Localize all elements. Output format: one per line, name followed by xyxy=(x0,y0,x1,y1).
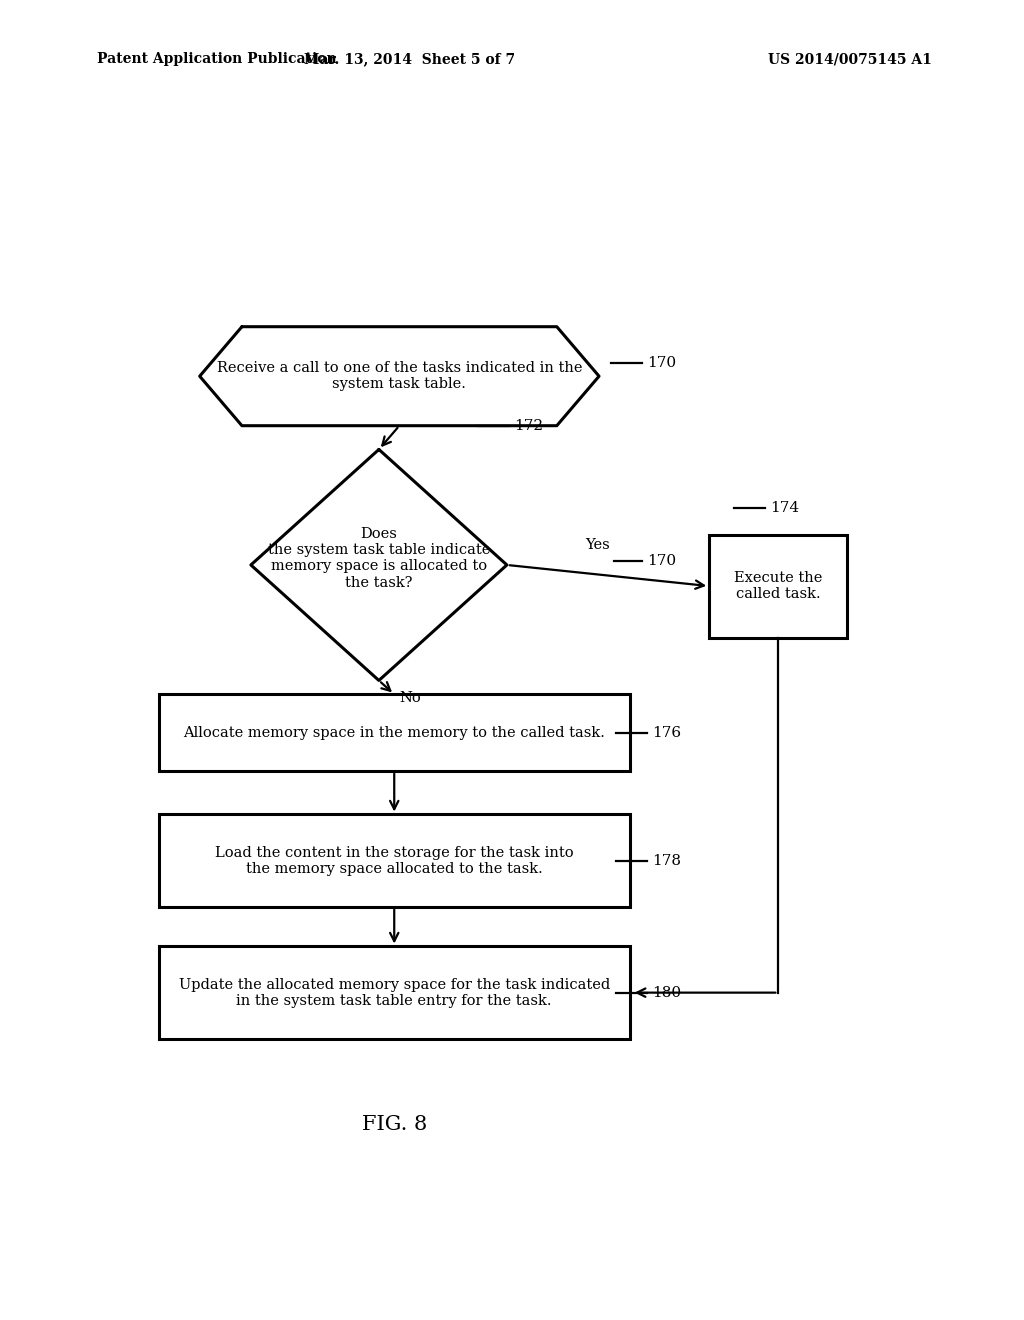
Polygon shape xyxy=(251,449,507,681)
Text: FIG. 8: FIG. 8 xyxy=(361,1115,427,1134)
Text: 178: 178 xyxy=(652,854,681,867)
Text: No: No xyxy=(399,692,421,705)
Text: Patent Application Publication: Patent Application Publication xyxy=(97,53,337,66)
Bar xyxy=(159,694,630,771)
Text: Allocate memory space in the memory to the called task.: Allocate memory space in the memory to t… xyxy=(183,726,605,739)
Text: 176: 176 xyxy=(652,726,681,739)
Text: Load the content in the storage for the task into
the memory space allocated to : Load the content in the storage for the … xyxy=(215,846,573,875)
Bar xyxy=(159,946,630,1039)
Text: Receive a call to one of the tasks indicated in the
system task table.: Receive a call to one of the tasks indic… xyxy=(217,362,582,391)
Text: 180: 180 xyxy=(652,986,681,999)
Bar xyxy=(709,535,848,638)
Text: Does
the system task table indicate
memory space is allocated to
the task?: Does the system task table indicate memo… xyxy=(267,527,490,590)
Text: Yes: Yes xyxy=(586,537,610,552)
Text: 170: 170 xyxy=(647,356,676,370)
Text: Mar. 13, 2014  Sheet 5 of 7: Mar. 13, 2014 Sheet 5 of 7 xyxy=(304,53,515,66)
Text: Execute the
called task.: Execute the called task. xyxy=(734,572,822,601)
Text: 170: 170 xyxy=(647,554,676,568)
Text: US 2014/0075145 A1: US 2014/0075145 A1 xyxy=(768,53,932,66)
Bar xyxy=(159,814,630,907)
Polygon shape xyxy=(200,327,599,425)
Text: 172: 172 xyxy=(514,418,543,433)
Text: 174: 174 xyxy=(770,502,799,515)
Text: Update the allocated memory space for the task indicated
in the system task tabl: Update the allocated memory space for th… xyxy=(178,978,610,1007)
